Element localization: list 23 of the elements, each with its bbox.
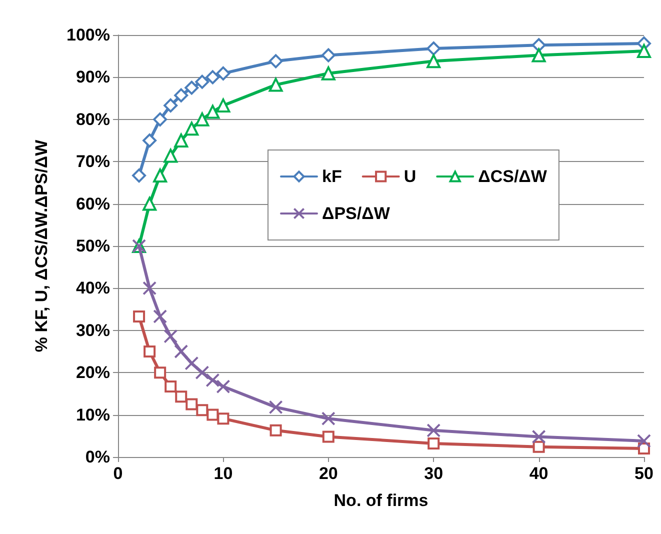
x-tick-label: 50: [634, 464, 654, 483]
y-tick-label: 60%: [76, 194, 110, 214]
y-tick-label: 90%: [76, 68, 110, 87]
y-tick-label: 20%: [76, 363, 110, 382]
y-tick-label: 10%: [76, 405, 110, 424]
y-tick-label: 0%: [85, 448, 110, 466]
legend-label: kF: [322, 167, 342, 186]
legend-label: ΔCS/ΔW: [478, 167, 548, 186]
y-tick-label: 70%: [76, 152, 110, 172]
legend-label: U: [404, 167, 416, 186]
y-tick-label: 80%: [76, 110, 110, 129]
x-axis-title: No. of firms: [334, 491, 428, 510]
y-tick-label: 30%: [76, 320, 110, 340]
x-tick-label: 10: [214, 464, 233, 483]
y-tick-label: 40%: [76, 278, 110, 298]
legend-label: ΔPS/ΔW: [322, 204, 391, 223]
x-tick-label: 0: [113, 464, 123, 483]
y-axis-title: % KF, U, ΔCS/ΔW.ΔPS/ΔW: [32, 138, 51, 352]
y-tick-label: 50%: [76, 236, 110, 256]
x-tick-label: 30: [424, 464, 444, 483]
x-tick-label: 40: [529, 464, 548, 483]
y-tick-label: 100%: [66, 26, 110, 44]
x-tick-label: 20: [318, 464, 338, 483]
